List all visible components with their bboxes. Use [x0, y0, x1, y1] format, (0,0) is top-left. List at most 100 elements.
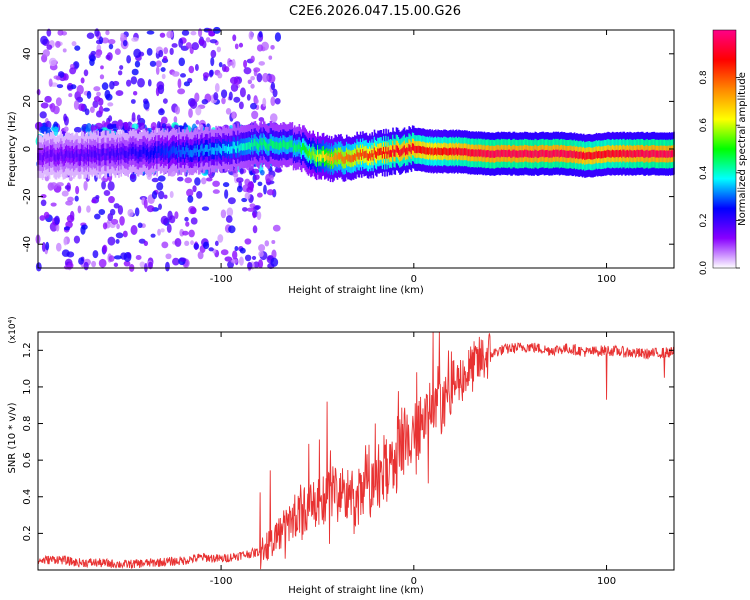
ridge-cell — [515, 150, 518, 158]
ridge-cell — [525, 149, 527, 157]
spectrogram-cell — [274, 168, 283, 173]
ridge-cell — [321, 151, 324, 159]
ridge-cell — [323, 154, 326, 162]
colorbar-gradient — [712, 29, 737, 269]
ridge-cell — [341, 154, 343, 162]
ridge-cell — [369, 151, 371, 159]
ridge-cell — [115, 150, 118, 158]
spectrogram-cell — [173, 116, 178, 124]
spectrogram-cell — [230, 83, 239, 92]
ridge-cell — [513, 149, 516, 157]
spectrogram-cell — [132, 90, 138, 96]
ridge-cell — [476, 150, 479, 158]
spectrogram-cell — [228, 91, 233, 101]
spectrogram-cell — [55, 75, 61, 81]
spectrogram-cell — [123, 121, 129, 131]
ridge-cell — [101, 148, 104, 156]
spectrogram-cell — [160, 116, 168, 125]
spectrogram-cell — [269, 113, 278, 123]
ridge-cell — [217, 143, 220, 151]
ridge-cell — [345, 152, 348, 160]
spectrogram-cell — [146, 30, 155, 35]
ridge-cell — [599, 151, 601, 159]
ridge-cell — [618, 149, 621, 158]
ridge-cell — [652, 149, 654, 157]
ridge-cell — [524, 149, 526, 157]
snr-y-tick-label: 0.6 — [22, 452, 33, 468]
spectrogram-cell — [228, 225, 236, 234]
ridge-cell — [178, 145, 180, 153]
spectrogram-cell — [131, 112, 136, 122]
ridge-cell — [555, 149, 557, 157]
spectrogram-cell — [155, 60, 162, 68]
spectrogram-cell — [194, 63, 199, 72]
spectrogram-cell — [210, 56, 215, 67]
spectrogram-cell — [184, 216, 189, 222]
ridge-cell — [410, 146, 413, 155]
ridge-cell — [431, 147, 434, 155]
ridge-cell — [120, 151, 123, 159]
spectrogram-cell — [113, 203, 120, 209]
snr-y-tick-label: 0.8 — [22, 416, 33, 432]
ridge-cell — [196, 144, 199, 153]
spectrogram-cell — [236, 177, 244, 183]
snr-series-line — [37, 331, 675, 570]
ridge-cell — [588, 151, 591, 159]
spectrogram-cell — [165, 261, 170, 272]
ridge-cell — [598, 150, 600, 159]
ridge-cell — [138, 149, 141, 157]
ridge-cell — [569, 150, 571, 158]
ridge-cell — [616, 149, 619, 157]
spectrogram-cell — [247, 79, 252, 85]
ridge-cell — [425, 147, 428, 155]
ridge-cell — [348, 154, 350, 162]
ridge-cell — [312, 148, 315, 156]
ridge-cell — [149, 151, 151, 159]
ridge-cell — [453, 148, 456, 156]
ridge-cell — [577, 151, 579, 159]
ridge-cell — [608, 150, 611, 158]
spectrogram-cell — [203, 241, 210, 250]
spectrogram-cell — [116, 121, 123, 130]
spectrogram-cell — [263, 184, 267, 195]
spectrogram-cell — [120, 32, 125, 39]
spectrogram-cell — [274, 97, 281, 105]
spectrogram-cell — [174, 238, 182, 247]
ridge-cell — [556, 149, 559, 157]
ridge-cell — [222, 143, 224, 152]
spectrogram-cell — [254, 98, 259, 104]
ridge-cell — [637, 149, 639, 157]
ridge-cell — [483, 149, 486, 157]
ridge-cell — [107, 148, 110, 156]
spectrogram-cell — [160, 215, 169, 225]
spectrogram-cell — [109, 80, 115, 90]
snr-plot-bg — [38, 332, 674, 570]
ridge-cell — [366, 153, 369, 161]
ridge-cell — [441, 148, 444, 156]
ridge-cell — [537, 150, 540, 158]
spectrogram-cell — [133, 48, 142, 59]
ridge-cell — [99, 153, 102, 161]
ridge-cell — [628, 150, 630, 158]
ridge-cell — [379, 147, 382, 155]
spectrogram-cell — [239, 247, 246, 254]
ridge-cell — [572, 151, 575, 159]
ridge-cell — [456, 148, 459, 156]
spectrogram-cell — [86, 90, 92, 99]
ridge-cell — [106, 148, 109, 156]
ridge-cell — [230, 146, 232, 154]
spectrogram-cell — [74, 45, 81, 51]
ridge-cell — [648, 150, 651, 158]
ridge-cell — [484, 150, 487, 158]
spectrogram-cell — [155, 66, 160, 75]
ridge-cell — [631, 150, 634, 158]
ridge-cell — [423, 146, 426, 154]
spectrogram-cell — [257, 181, 263, 187]
spectrogram-cell — [85, 122, 92, 132]
spectrogram-cell — [234, 246, 239, 252]
ridge-cell — [38, 152, 40, 160]
ridge-cell — [495, 150, 497, 158]
ridge-cell — [269, 138, 272, 146]
spectrogram-cell — [230, 258, 238, 264]
